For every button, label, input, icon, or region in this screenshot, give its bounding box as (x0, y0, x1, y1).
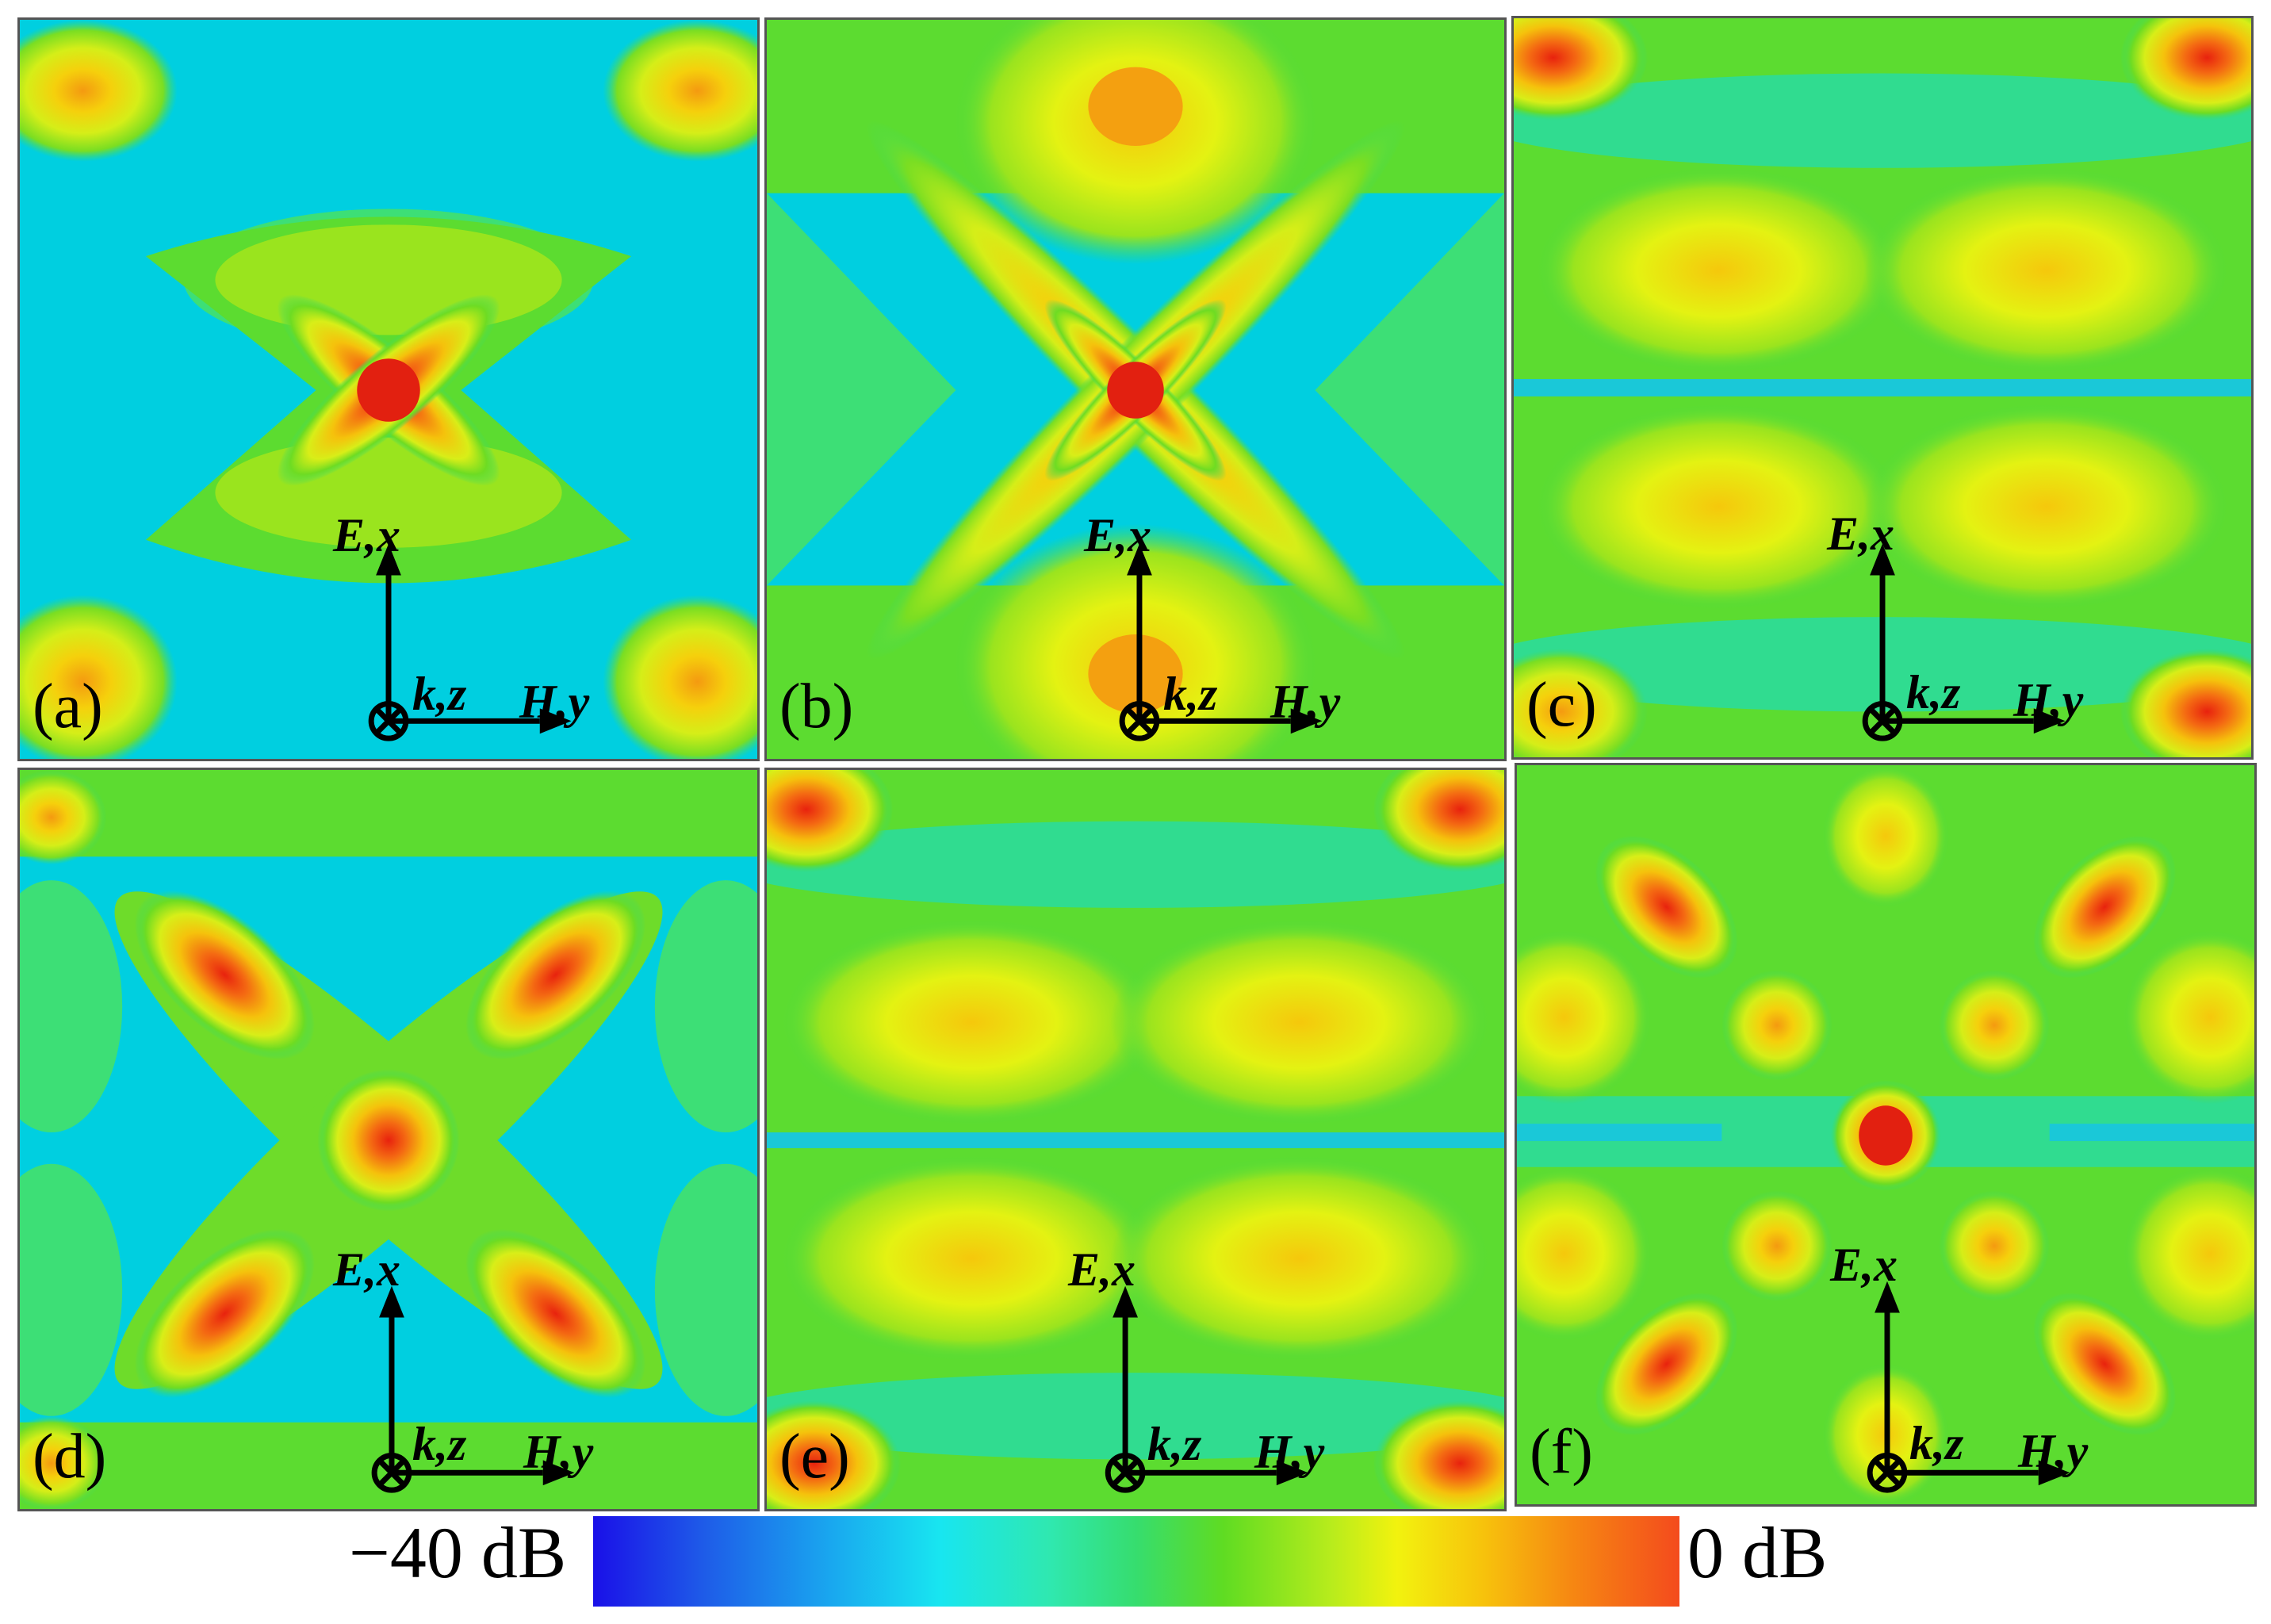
panel-label: (b) (779, 672, 854, 741)
k-axis-label: k,z (412, 1418, 467, 1470)
axis-arrows (1119, 543, 1323, 741)
circle-cross-icon (1119, 700, 1160, 741)
field-map-d (20, 770, 757, 1509)
panel-b: (b) E,x k,z H,y (764, 17, 1507, 761)
axis-arrows (1862, 543, 2066, 741)
e-axis-label: E,x (1830, 1239, 1898, 1291)
panel-d: (d) E,x k,z H,y (17, 768, 760, 1511)
panel-e: (e) E,x k,z H,y (764, 768, 1507, 1511)
panel-f: (f) E,x k,z H,y (1515, 763, 2257, 1507)
field-map-b (767, 20, 1504, 759)
axis-arrows (371, 1285, 575, 1493)
axis-arrows (368, 543, 572, 741)
circle-cross-icon (368, 700, 409, 741)
field-map-f (1517, 765, 2254, 1504)
e-axis-label: E,x (1068, 1243, 1136, 1296)
k-axis-label: k,z (1906, 666, 1961, 718)
k-axis-label: k,z (1163, 668, 1218, 720)
k-axis-label: k,z (1909, 1417, 1964, 1469)
colorbar-min-label: −40 dB (349, 1512, 567, 1593)
field-map-e (767, 770, 1504, 1509)
circle-cross-icon (1867, 1452, 1908, 1493)
panel-label: (d) (33, 1422, 107, 1492)
panel-c: (c) E,x k,z H,y (1511, 16, 2254, 760)
circle-cross-icon (1105, 1452, 1146, 1493)
circle-cross-icon (1862, 700, 1903, 741)
k-axis-label: k,z (1147, 1418, 1202, 1470)
k-axis-label: k,z (412, 668, 467, 720)
panel-label: (c) (1526, 670, 1597, 740)
circle-cross-icon (371, 1452, 412, 1493)
e-axis-label: E,x (333, 1243, 401, 1296)
colorbar-max-label: 0 dB (1687, 1512, 1828, 1593)
panel-label: (f) (1530, 1417, 1593, 1487)
field-map-a (20, 20, 757, 759)
panel-label: (e) (779, 1422, 850, 1492)
panel-a: (a) E,x k,z H,y (17, 17, 760, 761)
axis-arrows (1105, 1285, 1308, 1493)
axis-arrows (1867, 1281, 2070, 1493)
colorbar (593, 1516, 1679, 1607)
field-map-c (1514, 18, 2251, 757)
panel-label: (a) (33, 672, 103, 741)
